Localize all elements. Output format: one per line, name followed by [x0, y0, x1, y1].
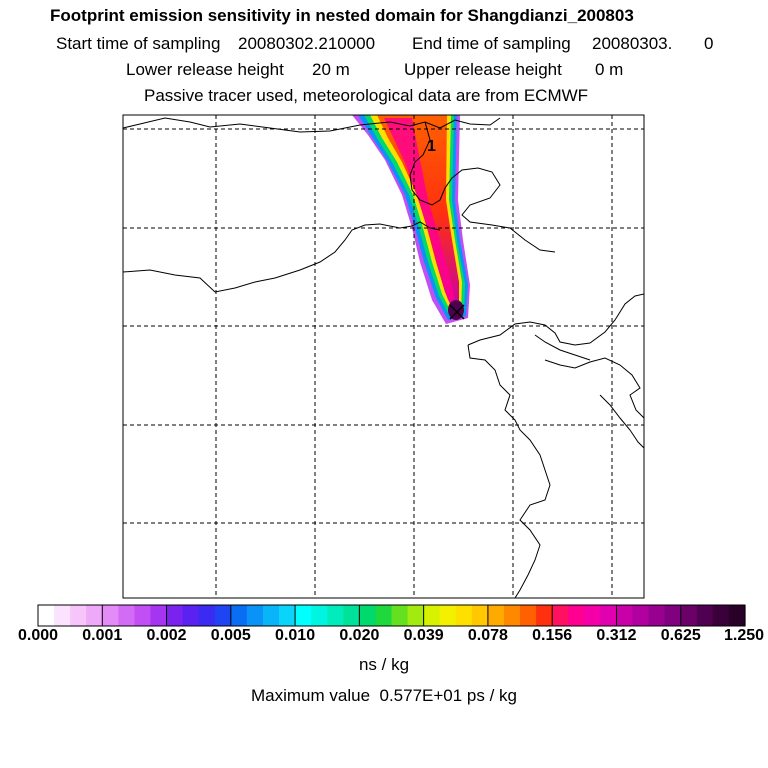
coastline-bay-inlet — [409, 121, 556, 253]
colorbar-tick-label: 0.010 — [275, 627, 316, 644]
colorbar-segment — [327, 605, 344, 626]
colorbar-tick-label: 0.005 — [210, 627, 251, 644]
colorbar-segment — [664, 605, 682, 626]
colorbar-segment — [359, 605, 377, 626]
colorbar-segment — [375, 605, 393, 626]
colorbar-tick-label: 1.250 — [723, 627, 765, 644]
colorbar-segment — [712, 605, 730, 626]
coastline-east — [467, 293, 644, 346]
colorbar-segment — [198, 605, 216, 626]
colorbar-segment — [632, 605, 650, 626]
colorbar-segment — [279, 605, 296, 626]
colorbar-segment — [134, 605, 152, 626]
colorbar-segment — [616, 605, 634, 626]
lat-lon-grid — [123, 115, 644, 598]
colorbar-segment — [70, 605, 87, 626]
colorbar-tick-label: 0.078 — [467, 627, 508, 644]
coastline-inland — [534, 334, 591, 361]
colorbar-segment — [487, 605, 505, 626]
plume-magenta-streak — [384, 118, 456, 308]
coastline-southeast — [467, 344, 551, 598]
colorbar-tick-label: 0.039 — [403, 627, 444, 644]
coastline-island — [544, 357, 644, 419]
colorbar-segment — [214, 605, 232, 626]
colorbar-segment — [439, 605, 457, 626]
colorbar-segment — [102, 605, 119, 626]
plot-title-text: Footprint emission sensitivity in nested… — [50, 6, 634, 25]
end-time-suffix: 0 — [704, 34, 714, 53]
max-value: 0.577E+01 ps / kg — [379, 686, 518, 705]
colorbar-segment — [407, 605, 425, 626]
colorbar-tick-label: 0.020 — [339, 627, 380, 644]
plot-title: Footprint emission sensitivity in nested… — [0, 5, 768, 27]
coastline-north — [123, 117, 501, 133]
colorbar-segment — [600, 605, 618, 626]
sampling-time-row: Start time of sampling 20080302.210000 E… — [0, 33, 768, 55]
colorbar-segment — [311, 605, 328, 626]
release-height-row: Lower release height 20 m Upper release … — [0, 59, 768, 81]
colorbar-segment — [150, 605, 168, 626]
max-value-label: Maximum value — [250, 686, 371, 705]
colorbar-tick-label: 0.000 — [17, 627, 59, 644]
maximum-value-line: Maximum value 0.577E+01 ps / kg — [0, 686, 768, 706]
start-time-label: Start time of sampling — [56, 34, 221, 53]
colorbar-segment — [471, 605, 489, 626]
colorbar-segment — [648, 605, 666, 626]
tracer-note-row: Passive tracer used, meteorological data… — [0, 85, 768, 107]
release-point-marker — [449, 304, 465, 320]
colorbar-segment — [166, 605, 184, 626]
colorbar-segment — [503, 605, 521, 626]
map-frame — [122, 114, 645, 599]
lower-release-value: 20 m — [312, 60, 350, 79]
colorbar-segment — [520, 605, 537, 626]
colorbar-tick-label: 0.312 — [596, 627, 637, 644]
upper-release-label: Upper release height — [404, 60, 562, 79]
colorbar-segment — [118, 605, 136, 626]
colorbar-segment — [246, 605, 264, 626]
colorbar-segment — [455, 605, 473, 626]
colorbar-segment — [552, 605, 569, 626]
colorbar-segment — [295, 605, 312, 626]
colorbar-segment — [38, 605, 55, 626]
end-time-label: End time of sampling — [412, 34, 571, 53]
colorbar-tick-label: 0.156 — [532, 627, 573, 644]
coastline-west — [123, 221, 441, 293]
coastline-right-lower — [599, 394, 644, 449]
colorbar-segment — [86, 605, 103, 626]
release-marker-stroke-2 — [449, 304, 465, 320]
colorbar-segment — [423, 605, 441, 626]
colorbar-tick-label: 0.002 — [146, 627, 187, 644]
end-time-value: 20080303. — [592, 34, 673, 53]
upper-release-value: 0 m — [595, 60, 624, 79]
colorbar-tick-label: 0.001 — [82, 627, 123, 644]
colorbar-segment — [391, 605, 409, 626]
tracer-note: Passive tracer used, meteorological data… — [144, 86, 589, 105]
colorbar-segment — [536, 605, 553, 626]
colorbar-segment — [568, 605, 585, 626]
colorbar-segment — [262, 605, 280, 626]
colorbar-segment — [696, 605, 714, 626]
colorbar-segment — [54, 605, 71, 626]
start-time-value: 20080302.210000 — [238, 34, 376, 53]
colorbar-segment — [230, 605, 248, 626]
colorbar-segment — [680, 605, 698, 626]
colorbar-units: ns / kg — [358, 655, 410, 674]
map-frame-background — [123, 115, 644, 598]
colorbar-outline — [37, 604, 746, 627]
colorbar-segment — [343, 605, 360, 626]
colorbar-segment — [728, 605, 746, 626]
colorbar-tick-label: 0.625 — [660, 627, 701, 644]
colorbar — [37, 604, 746, 627]
lower-release-label: Lower release height — [126, 60, 284, 79]
release-label: 1 — [427, 138, 436, 155]
colorbar-segment — [182, 605, 200, 626]
coastlines — [123, 117, 644, 598]
colorbar-segment — [584, 605, 601, 626]
